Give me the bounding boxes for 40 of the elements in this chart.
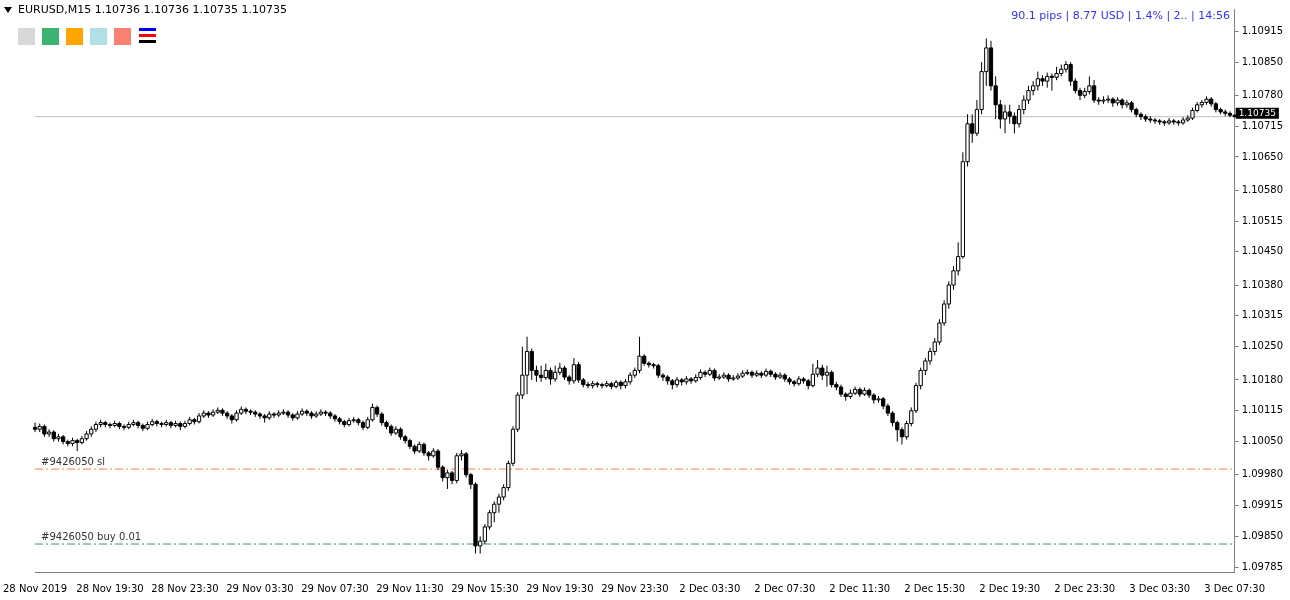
x-tick-label: 2 Dec 23:30 bbox=[1054, 582, 1116, 594]
x-tick-label: 29 Nov 11:30 bbox=[376, 582, 444, 594]
x-tick-label: 29 Nov 03:30 bbox=[226, 582, 294, 594]
y-tick-label: 1.10715 bbox=[1241, 119, 1284, 131]
x-tick-label: 28 Nov 23:30 bbox=[151, 582, 219, 594]
y-tick-label: 1.09980 bbox=[1241, 468, 1284, 480]
x-tick-label: 29 Nov 07:30 bbox=[301, 582, 369, 594]
x-tick-label: 29 Nov 15:30 bbox=[451, 582, 519, 594]
x-tick-label: 2 Dec 11:30 bbox=[829, 582, 891, 594]
y-tick-label: 1.10450 bbox=[1241, 245, 1284, 257]
y-tick-label: 1.10780 bbox=[1241, 88, 1284, 100]
y-tick-label: 1.10650 bbox=[1241, 150, 1284, 162]
y-tick-label: 1.10050 bbox=[1241, 435, 1284, 447]
x-tick-label: 28 Nov 19:30 bbox=[76, 582, 144, 594]
y-tick-label: 1.09915 bbox=[1241, 499, 1284, 511]
x-tick-label: 2 Dec 19:30 bbox=[979, 582, 1041, 594]
y-tick-label: 1.10180 bbox=[1241, 373, 1284, 385]
chart-title: EURUSD,M15 1.10736 1.10736 1.10735 1.10735 bbox=[18, 3, 288, 16]
y-tick-label: 1.10850 bbox=[1241, 55, 1284, 67]
x-tick-label: 29 Nov 23:30 bbox=[601, 582, 669, 594]
y-tick-label: 1.10515 bbox=[1241, 214, 1284, 226]
x-tick-label: 3 Dec 07:30 bbox=[1204, 582, 1266, 594]
x-tick-label: 28 Nov 2019 bbox=[2, 582, 68, 594]
ref-line-label: #9426050 sl bbox=[41, 455, 106, 467]
x-tick-label: 3 Dec 03:30 bbox=[1129, 582, 1191, 594]
y-tick-label: 1.09850 bbox=[1241, 530, 1284, 542]
x-tick-label: 2 Dec 15:30 bbox=[904, 582, 966, 594]
y-tick-label: 1.09785 bbox=[1241, 560, 1284, 572]
x-tick-label: 29 Nov 19:30 bbox=[526, 582, 594, 594]
ref-line-label: 1.10735 bbox=[1238, 107, 1276, 118]
y-tick-label: 1.10580 bbox=[1241, 183, 1284, 195]
x-tick-label: 2 Dec 07:30 bbox=[754, 582, 816, 594]
ref-line-label: #9426050 buy 0.01 bbox=[41, 530, 142, 542]
annotation: 90.1 pips | 8.77 USD | 1.4% | 2.. | 14:56 bbox=[1011, 9, 1230, 22]
y-tick-label: 1.10250 bbox=[1241, 340, 1284, 352]
x-tick-label: 2 Dec 03:30 bbox=[679, 582, 741, 594]
y-tick-label: 1.10380 bbox=[1241, 278, 1284, 290]
y-tick-label: 1.10115 bbox=[1241, 404, 1284, 416]
y-tick-label: 1.10315 bbox=[1241, 309, 1284, 321]
y-tick-label: 1.10915 bbox=[1241, 24, 1284, 36]
